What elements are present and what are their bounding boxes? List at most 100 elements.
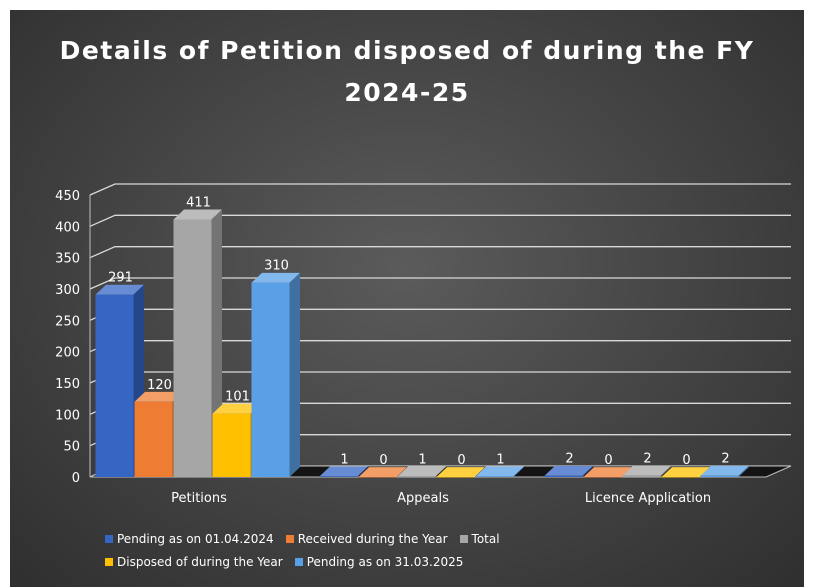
data-label: 1 [340, 452, 348, 467]
bar [661, 467, 710, 478]
data-label: 310 [264, 259, 289, 274]
data-label: 2 [721, 452, 729, 467]
bar-front [173, 219, 212, 477]
bar-top [251, 272, 300, 283]
bar-top [544, 465, 593, 476]
y-tick-label: 400 [55, 220, 80, 235]
x-tick-label: Licence Application [585, 491, 711, 506]
gridline [89, 277, 791, 290]
legend-swatch [105, 557, 113, 566]
gridline [89, 183, 791, 196]
bars [95, 209, 749, 478]
bar [436, 467, 485, 478]
bar-front [95, 294, 134, 477]
legend-label: Total [471, 531, 500, 546]
bar-top [583, 467, 632, 477]
x-tick-label: Petitions [171, 491, 227, 506]
bar-top [397, 466, 446, 477]
legend-row: Pending as on 01.04.2024 Received during… [105, 527, 795, 550]
bar-top [319, 466, 368, 477]
bar-side [513, 466, 524, 477]
bar [544, 465, 593, 477]
data-label: 101 [225, 390, 250, 405]
bar-top [700, 465, 749, 476]
bar-top [358, 467, 407, 477]
bar-front [583, 477, 622, 478]
bar-side [357, 466, 368, 477]
legend-item: Total [459, 531, 500, 546]
y-tick-label: 350 [55, 252, 80, 267]
bar-front [251, 282, 290, 477]
bar-front [436, 477, 475, 478]
bar [173, 209, 222, 478]
data-label: 120 [147, 378, 172, 393]
y-tick-label: 150 [55, 377, 80, 392]
legend-item: Pending as on 31.03.2025 [294, 554, 464, 569]
data-label: 2 [643, 452, 651, 467]
gridline [89, 214, 791, 227]
y-tick-label: 450 [55, 189, 80, 204]
data-label: 0 [379, 453, 387, 468]
y-tick-label: 0 [72, 471, 80, 486]
data-label: 1 [418, 452, 426, 467]
bar-top [475, 466, 524, 477]
bar [358, 467, 407, 478]
bar [583, 467, 632, 478]
bar-front [475, 476, 514, 477]
bar [397, 466, 446, 477]
data-label: 0 [604, 453, 612, 468]
legend-swatch [294, 557, 303, 566]
y-tick-label: 50 [63, 440, 80, 455]
bar [622, 465, 671, 477]
legend-label: Received during the Year [297, 531, 448, 546]
bar-side [660, 465, 671, 477]
chart-area: Details of Petition disposed of during t… [10, 10, 804, 587]
y-tick-label: 300 [55, 283, 80, 298]
bar-front [661, 477, 700, 478]
bar-front [319, 476, 358, 477]
y-tick-label: 200 [55, 346, 80, 361]
data-label: 2 [565, 452, 573, 467]
legend-label: Pending as on 31.03.2025 [306, 554, 464, 569]
chart-title: Details of Petition disposed of during t… [10, 30, 804, 114]
legend-row: Disposed of during the Year Pending as o… [105, 550, 795, 573]
legend-swatch [285, 534, 294, 543]
bar [700, 465, 749, 477]
bar-top [212, 403, 261, 414]
gridline [89, 246, 791, 259]
data-label: 0 [682, 453, 690, 468]
chart-title-line-2: 2024-25 [344, 78, 470, 107]
bar [95, 284, 144, 477]
bar-top [95, 284, 144, 295]
bar [319, 466, 368, 477]
legend-item: Disposed of during the Year [105, 555, 283, 569]
bar-top [173, 209, 222, 220]
data-label: 411 [186, 195, 211, 210]
legend-label: Disposed of during the Year [117, 554, 283, 569]
legend-swatch [105, 534, 113, 543]
legend-label: Pending as on 01.04.2024 [117, 531, 274, 546]
bar-side [289, 272, 300, 477]
y-tick-label: 250 [55, 314, 80, 329]
bar [134, 391, 183, 477]
bar [475, 466, 524, 477]
bar-front [700, 475, 739, 477]
bar-top [661, 467, 710, 477]
data-label: 291 [108, 271, 133, 286]
legend-item: Received during the Year [285, 531, 448, 546]
bar-side [738, 465, 749, 477]
chart-title-line-1: Details of Petition disposed of during t… [59, 36, 755, 65]
legend: Pending as on 01.04.2024 Received during… [105, 527, 795, 573]
bar-top [622, 465, 671, 476]
bar-top [436, 467, 485, 477]
bar-front [134, 401, 173, 477]
bar-top [134, 391, 183, 402]
bar-front [358, 477, 397, 478]
plot-area: 0501001502002503003504004502911204111013… [55, 183, 792, 506]
bar-front [544, 475, 583, 477]
bar-side [582, 465, 593, 477]
bar-front [212, 413, 251, 477]
bar-side [435, 466, 446, 477]
y-tick-label: 100 [55, 408, 80, 423]
